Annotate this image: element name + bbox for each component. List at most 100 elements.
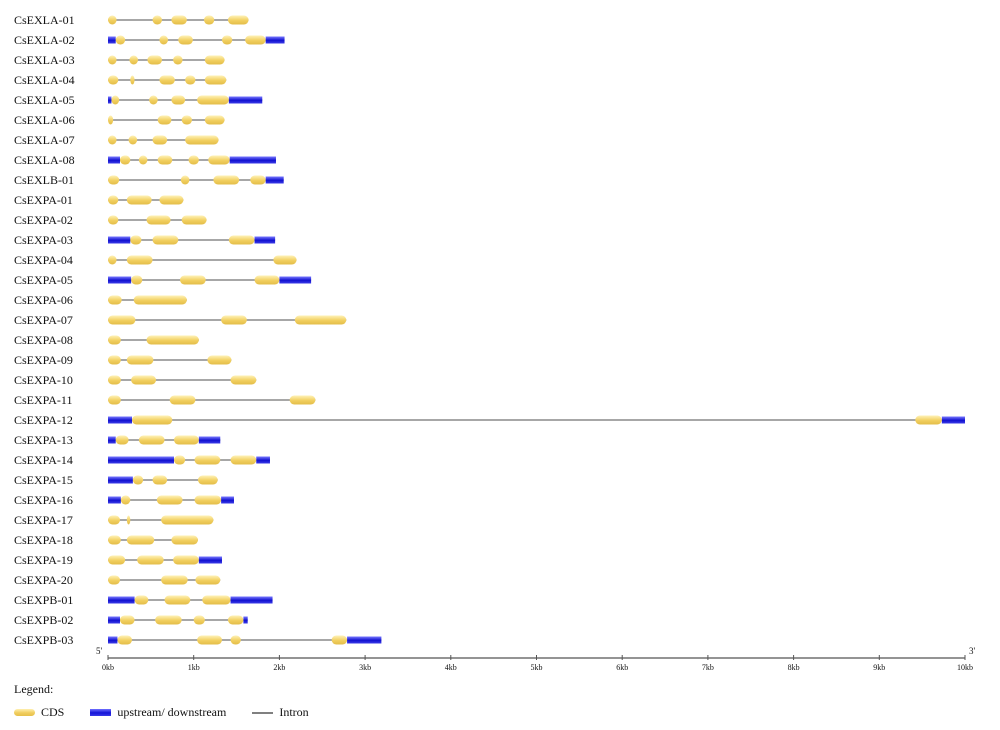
cds-exon [193,615,205,625]
cds-exon [108,575,120,585]
gene-name-label: CsEXPA-07 [14,313,73,327]
utr-segment [108,496,121,504]
gene-name-label: CsEXLA-07 [14,133,75,147]
gene-name-label: CsEXPB-03 [14,633,73,647]
gene-name-label: CsEXPA-18 [14,533,73,547]
cds-exon [250,175,266,185]
cds-exon [188,155,199,165]
gene-name-label: CsEXPA-12 [14,413,73,427]
gene-row: CsEXLA-02 [14,33,285,47]
utr-segment [228,96,263,104]
cds-exon [132,475,144,485]
cds-exon [197,475,218,485]
cds-exon [179,275,206,285]
cds-exon [254,275,280,285]
cds-exon [108,515,120,525]
cds-exon [159,35,168,45]
utr-segment [230,596,273,604]
cds-exon [108,215,119,225]
tick-label: 8kb [788,663,800,672]
cds-exon [108,555,126,565]
cds-exon [126,515,131,525]
gene-name-label: CsEXPA-20 [14,573,73,587]
gene-row: CsEXPA-16 [14,493,234,507]
utr-segment [941,416,965,424]
gene-name-label: CsEXLA-01 [14,13,75,27]
legend-item-intron: Intron [252,705,309,720]
utr-segment [108,596,135,604]
utr-segment [279,276,312,284]
gene-name-label: CsEXPB-02 [14,613,73,627]
cds-exon [164,595,191,605]
gene-name-label: CsEXLA-06 [14,113,75,127]
utr-segment [108,456,174,464]
utr-segment [198,436,221,444]
cds-exon [273,255,297,265]
cds-exon [331,635,348,645]
gene-name-label: CsEXPB-01 [14,593,73,607]
gene-row: CsEXPA-08 [14,333,199,347]
cds-exon [294,315,347,325]
cds-exon [197,635,222,645]
cds-exon [108,55,117,65]
utr-segment [108,636,118,644]
gene-row: CsEXPA-14 [14,453,270,467]
cds-exon [126,195,152,205]
cds-exon [152,135,168,145]
gene-name-label: CsEXPA-09 [14,353,73,367]
gene-name-label: CsEXPA-15 [14,473,73,487]
cds-exon [152,475,168,485]
cds-exon [156,495,183,505]
gene-name-label: CsEXPA-05 [14,273,73,287]
cds-exon [131,415,173,425]
gene-name-label: CsEXPA-13 [14,433,73,447]
gene-row: CsEXPA-10 [14,373,257,387]
gene-row: CsEXPA-17 [14,513,214,527]
gene-row: CsEXLB-01 [14,173,284,187]
cds-exon [180,175,190,185]
cds-exon [131,375,156,385]
cds-exon [130,235,142,245]
gene-row: CsEXPA-06 [14,293,187,307]
gene-name-label: CsEXLA-05 [14,93,75,107]
gene-row: CsEXLA-03 [14,53,225,67]
gene-row: CsEXPA-19 [14,553,222,567]
cds-exon [171,95,186,105]
tick-label: 10kb [957,663,973,672]
genes-layer: CsEXLA-01 CsEXLA-02 CsEXLA-03 CsEXLA-04 CsEX… [14,13,965,647]
cds-exon [289,395,316,405]
cds-exon [181,215,207,225]
utr-segment [108,236,131,244]
gene-name-label: CsEXPA-11 [14,393,72,407]
utr-segment [108,156,120,164]
gene-name-label: CsEXLA-08 [14,153,75,167]
gene-name-label: CsEXPA-03 [14,233,73,247]
cds-exon [108,195,119,205]
cds-exon [108,315,136,325]
cds-exon [197,95,229,105]
gene-name-label: CsEXPA-02 [14,213,73,227]
cds-exon [111,95,120,105]
gene-row: CsEXPA-13 [14,433,221,447]
cds-exon [230,375,257,385]
gene-row: CsEXPB-01 [14,593,273,607]
gene-row: CsEXPA-15 [14,473,218,487]
cds-exon [115,35,126,45]
gene-row: CsEXPA-12 [14,413,965,427]
cds-exon [128,135,138,145]
cds-exon [152,15,162,25]
legend-label-utr: upstream/ downstream [117,705,227,719]
cds-exon [169,395,196,405]
cds-exon [915,415,942,425]
utr-segment [243,616,248,624]
cds-exon [208,155,230,165]
cds-exon [130,75,135,85]
gene-name-label: CsEXPA-04 [14,253,73,267]
gene-row: CsEXPA-01 [14,193,184,207]
cds-exon [228,235,255,245]
cds-exon [134,595,149,605]
utr-segment [229,156,276,164]
cds-exon [126,535,155,545]
cds-exon [213,175,240,185]
cds-exon [138,155,148,165]
